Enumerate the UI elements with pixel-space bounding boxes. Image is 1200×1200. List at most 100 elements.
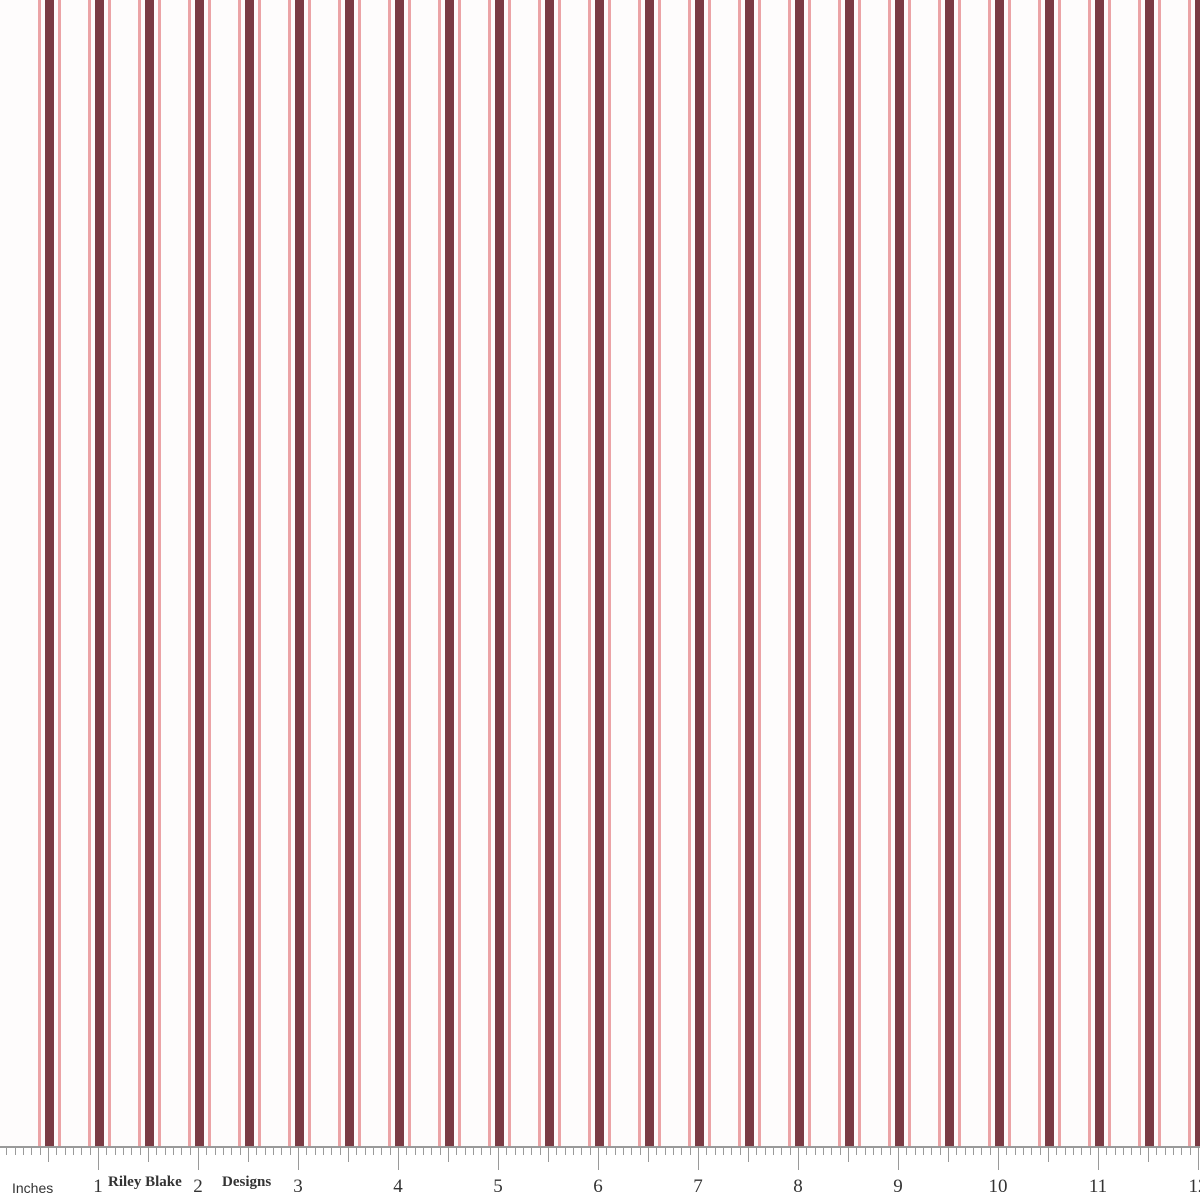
ruler-tick [740,1148,741,1155]
pink-line [758,0,761,1147]
dark-stripe [545,0,554,1147]
ruler-tick [1115,1148,1116,1155]
ruler-tick [1040,1148,1041,1155]
dark-stripe [595,0,604,1147]
pink-line [858,0,861,1147]
pink-line [788,0,791,1147]
ruler-tick [23,1148,24,1155]
ruler-tick [681,1148,682,1155]
dark-stripe [245,0,254,1147]
brand-name-right: Designs [222,1174,272,1190]
ruler-number: 10 [988,1176,1008,1197]
pink-line [308,0,311,1147]
ruler-tick [1173,1148,1174,1155]
ruler-number: 12 [1188,1176,1200,1197]
ruler-tick [90,1148,91,1155]
pink-line [238,0,241,1147]
ruler-unit-label: Inches [12,1180,54,1196]
ruler-tick [48,1148,49,1162]
pink-line [358,0,361,1147]
ruler-tick [323,1148,324,1155]
pink-line [738,0,741,1147]
ruler-tick [256,1148,257,1155]
pink-line [888,0,891,1147]
ruler-tick [265,1148,266,1155]
ruler-tick [206,1148,207,1155]
ruler-tick [198,1148,199,1170]
ruler-tick [990,1148,991,1155]
ruler-tick [631,1148,632,1155]
pink-line [1138,0,1141,1147]
ruler-tick [131,1148,132,1155]
ruler-tick [673,1148,674,1155]
ruler-tick [381,1148,382,1155]
ruler-tick [798,1148,799,1170]
dark-stripe [495,0,504,1147]
ruler-tick [406,1148,407,1155]
dark-stripe [745,0,754,1147]
ruler-tick [615,1148,616,1155]
pink-line [38,0,41,1147]
ruler-tick [706,1148,707,1155]
pink-line [1158,0,1161,1147]
ruler-tick [573,1148,574,1155]
pink-line [688,0,691,1147]
ruler-tick [240,1148,241,1155]
pink-line [388,0,391,1147]
pink-line [908,0,911,1147]
ruler-tick [81,1148,82,1155]
ruler-tick [115,1148,116,1155]
pink-line [1088,0,1091,1147]
ruler-tick [1056,1148,1057,1155]
ruler-tick [1015,1148,1016,1155]
ruler-tick [648,1148,649,1162]
pink-line [258,0,261,1147]
ruler-tick [823,1148,824,1155]
pink-line [458,0,461,1147]
ruler-tick [915,1148,916,1155]
pink-line [1108,0,1111,1147]
pink-line [188,0,191,1147]
ruler-tick [781,1148,782,1155]
pink-line [838,0,841,1147]
ruler-tick [531,1148,532,1155]
pink-line [608,0,611,1147]
ruler-tick [65,1148,66,1155]
ruler-tick [231,1148,232,1155]
ruler-tick [281,1148,282,1155]
ruler-tick [73,1148,74,1155]
dark-stripe [645,0,654,1147]
pink-line [1058,0,1061,1147]
dark-stripe [295,0,304,1147]
ruler-tick [165,1148,166,1155]
ruler-tick [656,1148,657,1155]
dark-stripe [45,0,54,1147]
ruler-number: 6 [593,1176,603,1197]
pink-line [558,0,561,1147]
ruler-tick [1148,1148,1149,1162]
ruler-tick [398,1148,399,1170]
pink-line [108,0,111,1147]
ruler-tick [315,1148,316,1155]
pink-line [958,0,961,1147]
ruler-tick [773,1148,774,1155]
ruler-tick [1165,1148,1166,1155]
ruler-tick [490,1148,491,1155]
ruler-tick [856,1148,857,1155]
ruler-tick [1090,1148,1091,1155]
ruler-tick [1081,1148,1082,1155]
pink-line [138,0,141,1147]
ruler-tick [815,1148,816,1155]
ruler-tick [790,1148,791,1155]
ruler-tick [98,1148,99,1170]
ruler-tick [940,1148,941,1155]
ruler-tick [423,1148,424,1155]
ruler-tick [723,1148,724,1155]
ruler-tick [806,1148,807,1155]
pink-line [1188,0,1191,1147]
ruler-tick [1023,1148,1024,1155]
ruler-tick [890,1148,891,1155]
dark-stripe [945,0,954,1147]
ruler-tick [365,1148,366,1155]
pink-line [1008,0,1011,1147]
